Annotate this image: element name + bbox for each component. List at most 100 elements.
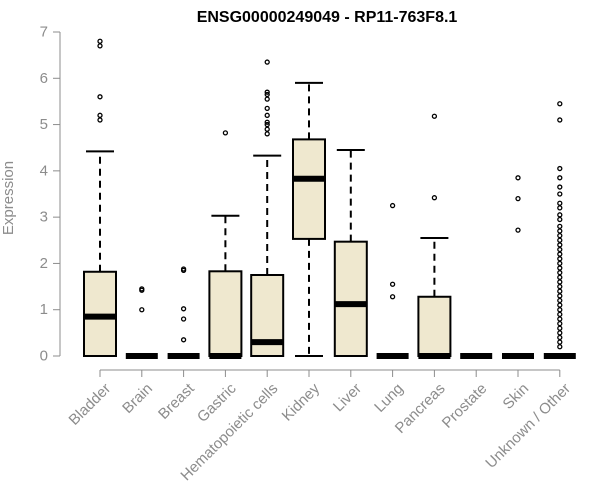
box-rect	[292, 138, 326, 240]
box-rect	[333, 240, 368, 357]
outlier-point	[557, 175, 563, 181]
outlier-point	[557, 233, 563, 239]
box-skin	[502, 175, 534, 359]
box-gastric	[208, 130, 243, 359]
outlier-point	[557, 293, 563, 299]
outlier-point	[180, 266, 187, 272]
y-tick-label: 3	[40, 209, 48, 226]
outlier-point	[557, 117, 563, 123]
outlier-point	[557, 270, 563, 276]
y-tick-label: 5	[40, 116, 48, 133]
outlier-point	[264, 131, 270, 137]
outlier-point	[557, 212, 563, 218]
outlier-point	[180, 306, 187, 312]
box-kidney	[292, 81, 326, 357]
outlier-point	[557, 200, 563, 206]
outlier-point	[557, 283, 563, 290]
chart-title: ENSG00000249049 - RP11-763F8.1	[197, 9, 458, 26]
x-tick-label: Skin	[500, 380, 533, 413]
outlier-point	[97, 43, 103, 49]
outlier-point	[557, 302, 563, 308]
outlier-point	[180, 337, 187, 343]
outlier-point	[557, 307, 563, 313]
outlier-point	[264, 96, 270, 102]
y-tick-label: 6	[40, 70, 48, 87]
x-tick-label: Prostate	[439, 380, 491, 432]
x-tick-label: Breast	[155, 380, 198, 423]
outlier-point	[557, 288, 563, 294]
box-breast	[167, 266, 200, 359]
outlier-point	[557, 101, 563, 107]
outlier-point	[222, 130, 229, 136]
outlier-point	[557, 246, 563, 253]
outlier-point	[139, 286, 145, 292]
x-tick-label: Liver	[330, 380, 365, 415]
outlier-point	[431, 113, 438, 119]
outlier-point	[264, 119, 270, 125]
outlier-point	[557, 242, 563, 248]
outlier-point	[557, 334, 563, 341]
outlier-point	[264, 59, 270, 65]
outlier-point	[389, 281, 396, 287]
outlier-point	[264, 105, 270, 112]
outlier-point	[515, 227, 521, 233]
y-tick-label: 4	[40, 162, 48, 179]
x-tick-label: Bladder	[66, 380, 115, 429]
outlier-point	[557, 184, 563, 190]
outlier-point	[557, 251, 563, 257]
outlier-point	[557, 265, 563, 271]
outlier-point	[431, 195, 438, 201]
outlier-point	[97, 38, 103, 44]
outlier-point	[557, 325, 563, 331]
y-tick-label: 7	[40, 24, 48, 41]
box-series	[83, 38, 576, 359]
outlier-point	[557, 260, 563, 267]
box-hematopoietic-cells	[250, 59, 285, 357]
outlier-point	[557, 165, 563, 172]
box-liver	[333, 149, 368, 357]
x-tick-label: Brain	[119, 380, 156, 417]
y-tick-label: 0	[40, 348, 48, 365]
y-tick-label: 1	[40, 301, 48, 318]
box-brain	[125, 286, 158, 359]
outlier-point	[557, 297, 563, 304]
x-tick-label: Kidney	[279, 380, 324, 425]
outlier-point	[264, 112, 270, 118]
outlier-point	[264, 91, 270, 98]
outlier-point	[557, 311, 563, 317]
outlier-point	[97, 117, 103, 123]
box-unknown-other	[543, 101, 576, 359]
outlier-point	[97, 112, 103, 118]
outlier-point	[557, 279, 563, 285]
outlier-point	[557, 216, 563, 223]
outlier-point	[557, 344, 563, 350]
outlier-point	[264, 121, 270, 128]
box-rect	[208, 270, 243, 358]
outlier-point	[264, 89, 270, 95]
box-bladder	[83, 38, 117, 358]
box-rect	[417, 295, 452, 357]
outlier-point	[557, 320, 563, 327]
y-tick-label: 2	[40, 255, 48, 272]
outlier-point	[557, 205, 563, 211]
outlier-point	[515, 175, 521, 181]
outlier-point	[557, 191, 563, 197]
box-lung	[376, 202, 409, 359]
outlier-point	[515, 195, 521, 202]
outlier-point	[180, 316, 187, 322]
outlier-point	[389, 294, 396, 300]
x-tick-label: Lung	[371, 380, 407, 416]
outlier-point	[557, 339, 563, 345]
outlier-point	[264, 126, 270, 132]
outlier-point	[557, 274, 563, 280]
outlier-point	[557, 237, 563, 243]
outlier-point	[557, 228, 563, 234]
box-pancreas	[417, 113, 452, 359]
outlier-point	[557, 316, 563, 322]
outlier-point	[557, 223, 563, 230]
outlier-point	[557, 256, 563, 262]
outlier-point	[97, 94, 103, 100]
y-axis-label: Expression	[0, 161, 17, 235]
